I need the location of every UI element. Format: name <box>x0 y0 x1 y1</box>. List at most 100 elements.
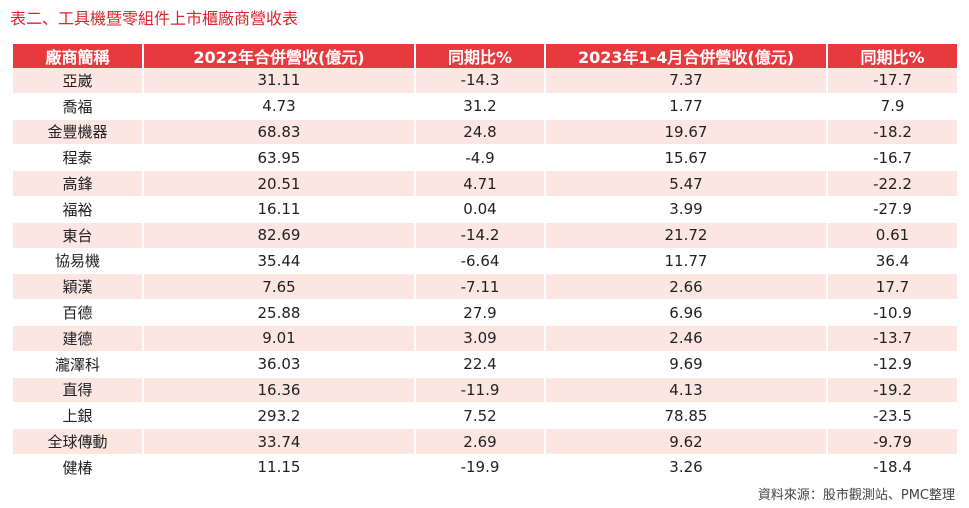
table-cell: 31.11 <box>142 68 415 94</box>
table-cell: 31.2 <box>414 93 545 120</box>
table-cell: 高鋒 <box>13 170 143 197</box>
table-cell: 4.71 <box>414 170 545 197</box>
header-cell: 2022年合併營收(億元) <box>142 44 415 68</box>
table-cell: 36.4 <box>826 248 957 275</box>
header-cell: 廠商簡稱 <box>13 44 143 68</box>
table-cell: 喬福 <box>13 93 143 120</box>
table-cell: -18.2 <box>826 119 957 146</box>
revenue-table: 廠商簡稱 2022年合併營收(億元) 同期比% 2023年1-4月合併營收(億元) 同期… <box>13 44 957 481</box>
table-cell: 16.11 <box>142 196 415 223</box>
table-cell: -13.7 <box>826 325 957 352</box>
table-cell: 0.61 <box>826 222 957 249</box>
table-row: 上銀 293.2 7.52 78.85 -23.5 <box>13 402 957 430</box>
table-cell: -11.9 <box>414 377 545 404</box>
source-note: 資料來源：股市觀測站、PMC整理 <box>757 488 955 503</box>
table-row: 協易機 35.44 -6.64 11.77 36.4 <box>13 248 957 275</box>
table-cell: 協易機 <box>13 248 143 275</box>
table-cell: 9.62 <box>544 428 827 455</box>
table-cell: 程泰 <box>13 144 143 172</box>
table-body: 亞崴 31.11 -14.3 7.37 -17.7 喬福 4.73 31.2 1.77 7.9 金豐… <box>13 68 957 481</box>
table-row: 高鋒 20.51 4.71 5.47 -22.2 <box>13 170 957 197</box>
table-cell: 293.2 <box>142 402 415 430</box>
table-row: 福裕 16.11 0.04 3.99 -27.9 <box>13 196 957 223</box>
table-cell: 亞崴 <box>13 68 143 94</box>
table-cell: -9.79 <box>826 428 957 455</box>
table-cell: 4.13 <box>544 377 827 404</box>
table-cell: 27.9 <box>414 299 545 326</box>
table-cell: -27.9 <box>826 196 957 223</box>
table-cell: -22.2 <box>826 170 957 197</box>
table-row: 健椿 11.15 -19.9 3.26 -18.4 <box>13 454 957 481</box>
table-cell: 7.9 <box>826 93 957 120</box>
table-row: 建德 9.01 3.09 2.46 -13.7 <box>13 325 957 352</box>
table-cell: 4.73 <box>142 93 415 120</box>
table-cell: 9.69 <box>544 351 827 378</box>
table-cell: 健椿 <box>13 454 143 481</box>
table-cell: 3.26 <box>544 454 827 481</box>
table-cell: 15.67 <box>544 144 827 172</box>
table-cell: 63.95 <box>142 144 415 172</box>
table-cell: 3.99 <box>544 196 827 223</box>
table-row: 瀧澤科 36.03 22.4 9.69 -12.9 <box>13 351 957 378</box>
table-cell: 5.47 <box>544 170 827 197</box>
table-cell: 16.36 <box>142 377 415 404</box>
table-cell: -17.7 <box>826 68 957 94</box>
table-cell: 17.7 <box>826 273 957 301</box>
table-cell: 東台 <box>13 222 143 249</box>
table-cell: 7.65 <box>142 273 415 301</box>
table-cell: 11.15 <box>142 454 415 481</box>
table-cell: 25.88 <box>142 299 415 326</box>
table-cell: -10.9 <box>826 299 957 326</box>
table-cell: 穎漢 <box>13 273 143 301</box>
table-cell: -6.64 <box>414 248 545 275</box>
table-row: 東台 82.69 -14.2 21.72 0.61 <box>13 222 957 249</box>
table-cell: 2.69 <box>414 428 545 455</box>
table-row: 亞崴 31.11 -14.3 7.37 -17.7 <box>13 68 957 94</box>
table-row: 全球傳動 33.74 2.69 9.62 -9.79 <box>13 428 957 455</box>
table-cell: 瀧澤科 <box>13 351 143 378</box>
table-cell: 百德 <box>13 299 143 326</box>
table-cell: 35.44 <box>142 248 415 275</box>
table-cell: -14.2 <box>414 222 545 249</box>
table-cell: -12.9 <box>826 351 957 378</box>
table-cell: 22.4 <box>414 351 545 378</box>
table-cell: 82.69 <box>142 222 415 249</box>
table-cell: 0.04 <box>414 196 545 223</box>
table-cell: 全球傳動 <box>13 428 143 455</box>
table-row: 程泰 63.95 -4.9 15.67 -16.7 <box>13 144 957 172</box>
table-cell: 20.51 <box>142 170 415 197</box>
header-cell: 同期比% <box>414 44 545 68</box>
table-cell: 上銀 <box>13 402 143 430</box>
table-cell: -23.5 <box>826 402 957 430</box>
table-cell: 33.74 <box>142 428 415 455</box>
table-cell: 直得 <box>13 377 143 404</box>
table-cell: 6.96 <box>544 299 827 326</box>
table-cell: 福裕 <box>13 196 143 223</box>
table-cell: 2.66 <box>544 273 827 301</box>
header-cell: 同期比% <box>826 44 957 68</box>
table-cell: 3.09 <box>414 325 545 352</box>
table-cell: 19.67 <box>544 119 827 146</box>
table-cell: -16.7 <box>826 144 957 172</box>
table-cell: 7.37 <box>544 68 827 94</box>
table-cell: 36.03 <box>142 351 415 378</box>
table-cell: -19.9 <box>414 454 545 481</box>
table-row: 喬福 4.73 31.2 1.77 7.9 <box>13 93 957 120</box>
table-cell: -18.4 <box>826 454 957 481</box>
table-cell: 68.83 <box>142 119 415 146</box>
table-cell: -7.11 <box>414 273 545 301</box>
header-cell: 2023年1-4月合併營收(億元) <box>544 44 827 68</box>
table-row: 直得 16.36 -11.9 4.13 -19.2 <box>13 377 957 404</box>
table-cell: 24.8 <box>414 119 545 146</box>
table-cell: -4.9 <box>414 144 545 172</box>
table-row: 穎漢 7.65 -7.11 2.66 17.7 <box>13 273 957 301</box>
table-row: 百德 25.88 27.9 6.96 -10.9 <box>13 299 957 326</box>
header-row: 廠商簡稱 2022年合併營收(億元) 同期比% 2023年1-4月合併營收(億元) 同期… <box>13 44 957 68</box>
table-cell: 金豐機器 <box>13 119 143 146</box>
table-cell: -19.2 <box>826 377 957 404</box>
table-cell: 7.52 <box>414 402 545 430</box>
table-cell: 1.77 <box>544 93 827 120</box>
table-cell: 21.72 <box>544 222 827 249</box>
title: 表二、工具機暨零組件上市櫃廠商營收表 <box>10 9 299 28</box>
